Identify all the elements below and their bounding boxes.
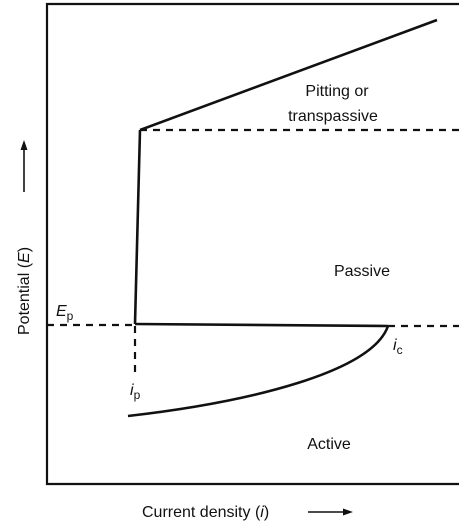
arrow-head [343, 508, 353, 516]
ic-subscript: c [397, 343, 403, 357]
ip-subscript: p [134, 388, 141, 402]
y-axis-text: Potential ( [16, 262, 33, 335]
guide-lines [47, 128, 459, 372]
y-axis-arrow [20, 140, 28, 192]
axes-frame [45, 2, 459, 486]
x-axis-text: Current density ( [142, 504, 261, 521]
x-axis-label: Current density (i) [142, 504, 269, 521]
ic-symbol: i [393, 337, 397, 354]
ip-label: ip [130, 382, 141, 402]
x-axis-arrow [308, 508, 353, 516]
passive-branch [133, 129, 142, 325]
transpassive-branch [139, 18, 438, 132]
ep-label: Ep [56, 303, 74, 323]
active-branch [127, 325, 390, 418]
active-label: Active [307, 436, 351, 453]
passive-start-line [134, 322, 389, 328]
y-axis-symbol: E [16, 252, 33, 263]
y-axis-label: Potential (E) [16, 247, 33, 335]
passive-label: Passive [334, 263, 390, 280]
frame [45, 2, 459, 486]
polarization-curve [127, 18, 438, 418]
pitting-label: Pitting or [305, 83, 369, 100]
x-axis-text: ) [264, 504, 269, 521]
y-axis-text: ) [16, 247, 33, 252]
arrow-head [20, 140, 28, 150]
ep-subscript: p [67, 309, 74, 323]
ep-symbol: E [56, 303, 67, 320]
ip-symbol: i [130, 382, 134, 399]
pitting-label: transpassive [288, 108, 378, 125]
ic-label: ic [393, 337, 403, 357]
x-axis-symbol: i [260, 504, 264, 521]
